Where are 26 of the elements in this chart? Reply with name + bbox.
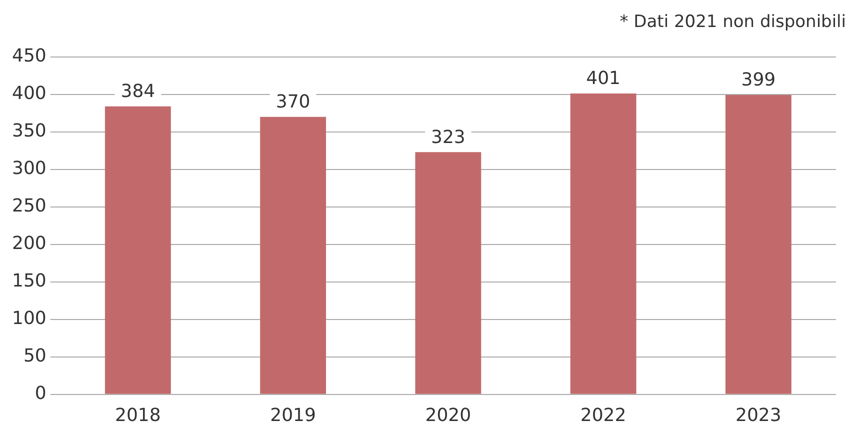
data-label: 401 [586, 68, 620, 90]
bar [725, 95, 792, 394]
data-label: 384 [120, 80, 156, 102]
y-tick-label: 350 [12, 120, 46, 142]
y-tick-label: 450 [12, 45, 46, 66]
bar [415, 152, 482, 394]
data-label: 323 [431, 126, 466, 148]
y-tick-label: 400 [12, 82, 46, 104]
x-tick-label: 2023 [736, 404, 782, 426]
bar [104, 106, 171, 394]
data-label: 370 [276, 91, 310, 112]
bar [260, 116, 326, 394]
y-tick-label: 100 [12, 308, 46, 330]
y-tick-label: 150 [12, 270, 46, 292]
text: * Dati 2021 non disponibili [618, 11, 846, 34]
bar [570, 94, 636, 394]
x-tick-label: 2020 [425, 404, 472, 426]
y-tick-label: 300 [12, 158, 46, 180]
y-tick-label: 0 [34, 383, 46, 404]
x-tick-label: 2018 [115, 404, 161, 426]
x-tick-label: 2019 [270, 404, 316, 426]
x-tick-label: 2022 [580, 404, 626, 426]
y-tick-label: 250 [12, 196, 46, 217]
data-label: 399 [741, 70, 776, 91]
y-tick-label: 50 [23, 346, 46, 367]
y-tick-label: 200 [12, 233, 46, 254]
